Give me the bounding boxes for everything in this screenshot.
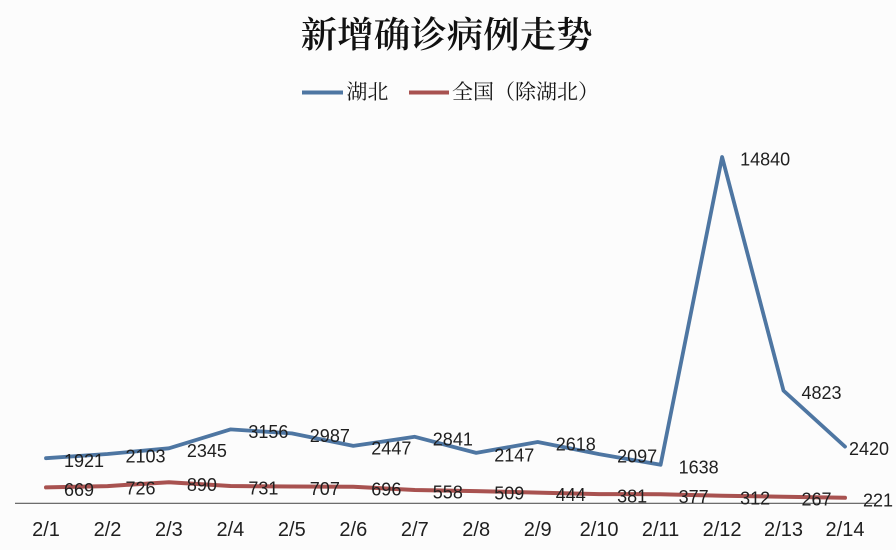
svg-text:444: 444 (556, 485, 586, 505)
svg-text:1638: 1638 (679, 457, 719, 477)
svg-text:890: 890 (187, 475, 217, 495)
svg-text:2618: 2618 (556, 435, 596, 455)
svg-text:377: 377 (679, 487, 709, 507)
svg-text:707: 707 (310, 479, 340, 499)
svg-text:14840: 14840 (740, 150, 790, 170)
svg-text:312: 312 (740, 488, 770, 508)
svg-text:2/13: 2/13 (764, 519, 803, 541)
svg-text:2987: 2987 (310, 426, 350, 446)
svg-text:3156: 3156 (248, 422, 288, 442)
svg-text:2/1: 2/1 (32, 519, 60, 541)
svg-text:221: 221 (863, 490, 893, 510)
svg-text:731: 731 (248, 479, 278, 499)
svg-text:2/3: 2/3 (155, 519, 183, 541)
svg-text:2/6: 2/6 (339, 519, 367, 541)
svg-text:2/7: 2/7 (401, 519, 429, 541)
svg-text:2/12: 2/12 (703, 519, 742, 541)
svg-text:2/4: 2/4 (216, 519, 244, 541)
svg-text:2/8: 2/8 (462, 519, 490, 541)
svg-text:2420: 2420 (849, 439, 889, 459)
svg-text:2/10: 2/10 (580, 519, 619, 541)
svg-text:509: 509 (494, 484, 524, 504)
svg-text:2345: 2345 (187, 441, 227, 461)
svg-text:4823: 4823 (802, 383, 842, 403)
svg-text:2/9: 2/9 (524, 519, 552, 541)
svg-text:2/14: 2/14 (826, 519, 865, 541)
svg-text:2103: 2103 (126, 447, 166, 467)
svg-text:696: 696 (371, 479, 401, 499)
svg-text:669: 669 (64, 480, 94, 500)
svg-text:2/2: 2/2 (94, 519, 122, 541)
svg-text:558: 558 (433, 483, 463, 503)
svg-text:2097: 2097 (617, 447, 657, 467)
svg-text:726: 726 (126, 479, 156, 499)
svg-text:2147: 2147 (494, 446, 534, 466)
svg-text:381: 381 (617, 487, 647, 507)
svg-text:2/5: 2/5 (278, 519, 306, 541)
svg-text:1921: 1921 (64, 451, 104, 471)
svg-text:2841: 2841 (433, 429, 473, 449)
svg-text:2/11: 2/11 (642, 519, 679, 541)
svg-text:267: 267 (802, 489, 832, 509)
svg-text:2447: 2447 (371, 439, 411, 459)
